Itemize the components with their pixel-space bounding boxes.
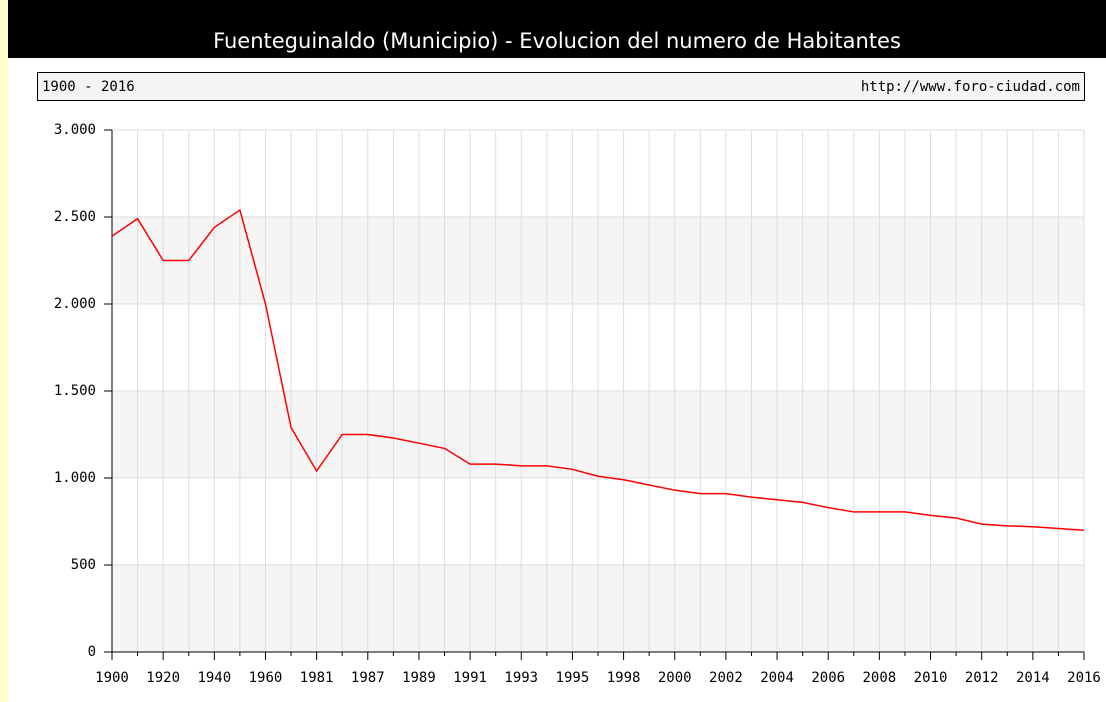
x-tick-label: 2006 (811, 670, 845, 686)
x-tick-label: 1998 (607, 670, 641, 686)
title-bar (8, 0, 1106, 58)
x-tick-label: 1981 (300, 670, 334, 686)
x-tick-label: 1989 (402, 670, 436, 686)
x-tick-label: 1991 (453, 670, 487, 686)
chart-title: Fuenteguinaldo (Municipio) - Evolucion d… (213, 29, 901, 53)
x-tick-label: 1920 (146, 670, 180, 686)
x-tick-label: 1960 (249, 670, 283, 686)
x-tick-label: 2004 (760, 670, 794, 686)
x-tick-label: 1900 (95, 670, 129, 686)
source: http://www.foro-ciudad.com (861, 79, 1080, 95)
x-tick-label: 2016 (1067, 670, 1101, 686)
x-tick-label: 1987 (351, 670, 385, 686)
subtitle: 1900 - 2016 (42, 79, 135, 95)
x-tick-label: 2012 (965, 670, 999, 686)
y-tick-label: 1.500 (54, 383, 96, 399)
subtitle-box (37, 72, 1085, 101)
y-tick-label: 500 (71, 557, 96, 573)
y-tick-label: 3.000 (54, 122, 96, 138)
y-tick-label: 2.000 (54, 296, 96, 312)
x-tick-label: 2002 (709, 670, 743, 686)
x-tick-label: 1993 (504, 670, 538, 686)
x-tick-label: 2008 (863, 670, 897, 686)
x-tick-label: 1940 (197, 670, 231, 686)
left-edge (0, 0, 8, 702)
x-tick-label: 2000 (658, 670, 692, 686)
y-tick-label: 1.000 (54, 470, 96, 486)
x-tick-label: 1995 (556, 670, 590, 686)
y-tick-label: 2.500 (54, 209, 96, 225)
line (111, 208, 1085, 531)
x-tick-label: 2010 (914, 670, 948, 686)
y-tick-label: 0 (88, 644, 96, 660)
x-tick-label: 2014 (1016, 670, 1050, 686)
